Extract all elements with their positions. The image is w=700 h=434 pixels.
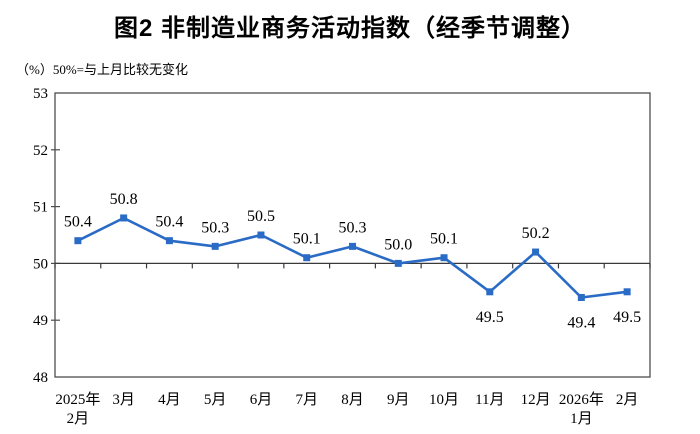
data-label: 50.5	[247, 208, 275, 225]
data-label: 50.1	[293, 231, 321, 248]
y-axis-label: 50	[33, 256, 48, 272]
y-axis-label: 49	[33, 313, 48, 329]
data-point	[486, 288, 494, 296]
data-point	[211, 242, 219, 250]
x-axis-label: 2025年	[55, 391, 100, 408]
data-point	[74, 237, 82, 245]
x-axis-label: 10月	[429, 392, 459, 408]
chart-title: 图2 非制造业商务活动指数（经季节调整）	[113, 15, 586, 42]
plot-border	[54, 92, 651, 378]
x-axis-label: 9月	[387, 392, 410, 408]
y-axis-label: 51	[33, 200, 48, 216]
data-label: 50.3	[201, 219, 229, 236]
x-axis-label: 1月	[570, 411, 593, 427]
x-axis-label: 8月	[341, 392, 364, 408]
data-label: 50.2	[522, 225, 550, 242]
data-point	[394, 259, 402, 267]
data-label: 49.4	[567, 314, 595, 331]
data-label: 49.5	[613, 309, 641, 326]
data-point	[257, 231, 265, 239]
data-label: 50.1	[430, 231, 458, 248]
x-axis-label: 5月	[204, 392, 227, 408]
data-label: 50.0	[384, 236, 412, 253]
data-label: 50.3	[339, 219, 367, 236]
x-axis-label: 4月	[158, 392, 181, 408]
data-label: 50.4	[155, 214, 183, 231]
data-point	[623, 288, 631, 296]
x-axis-label: 2月	[616, 392, 639, 408]
x-axis-label: 6月	[250, 392, 273, 408]
data-point	[165, 237, 173, 245]
data-point	[303, 254, 311, 262]
y-axis-label: 52	[33, 143, 48, 159]
y-axis-label: 48	[33, 370, 48, 386]
y-axis-label: 53	[33, 86, 48, 102]
x-axis-label: 11月	[475, 392, 504, 408]
axis-unit-note: （%）50%=与上月比较无变化	[16, 62, 188, 77]
data-label: 50.8	[110, 191, 138, 208]
data-point	[532, 248, 540, 256]
data-label: 50.4	[64, 214, 92, 231]
x-axis-label: 7月	[295, 392, 318, 408]
x-axis-label: 12月	[521, 392, 551, 408]
data-point	[349, 242, 356, 250]
data-point	[440, 254, 448, 262]
data-point	[577, 293, 585, 301]
data-label: 49.5	[476, 309, 504, 326]
x-axis-label: 2月	[67, 411, 90, 427]
x-axis-label: 3月	[112, 392, 135, 408]
data-point	[120, 214, 128, 222]
x-axis-label: 2026年	[559, 391, 604, 408]
